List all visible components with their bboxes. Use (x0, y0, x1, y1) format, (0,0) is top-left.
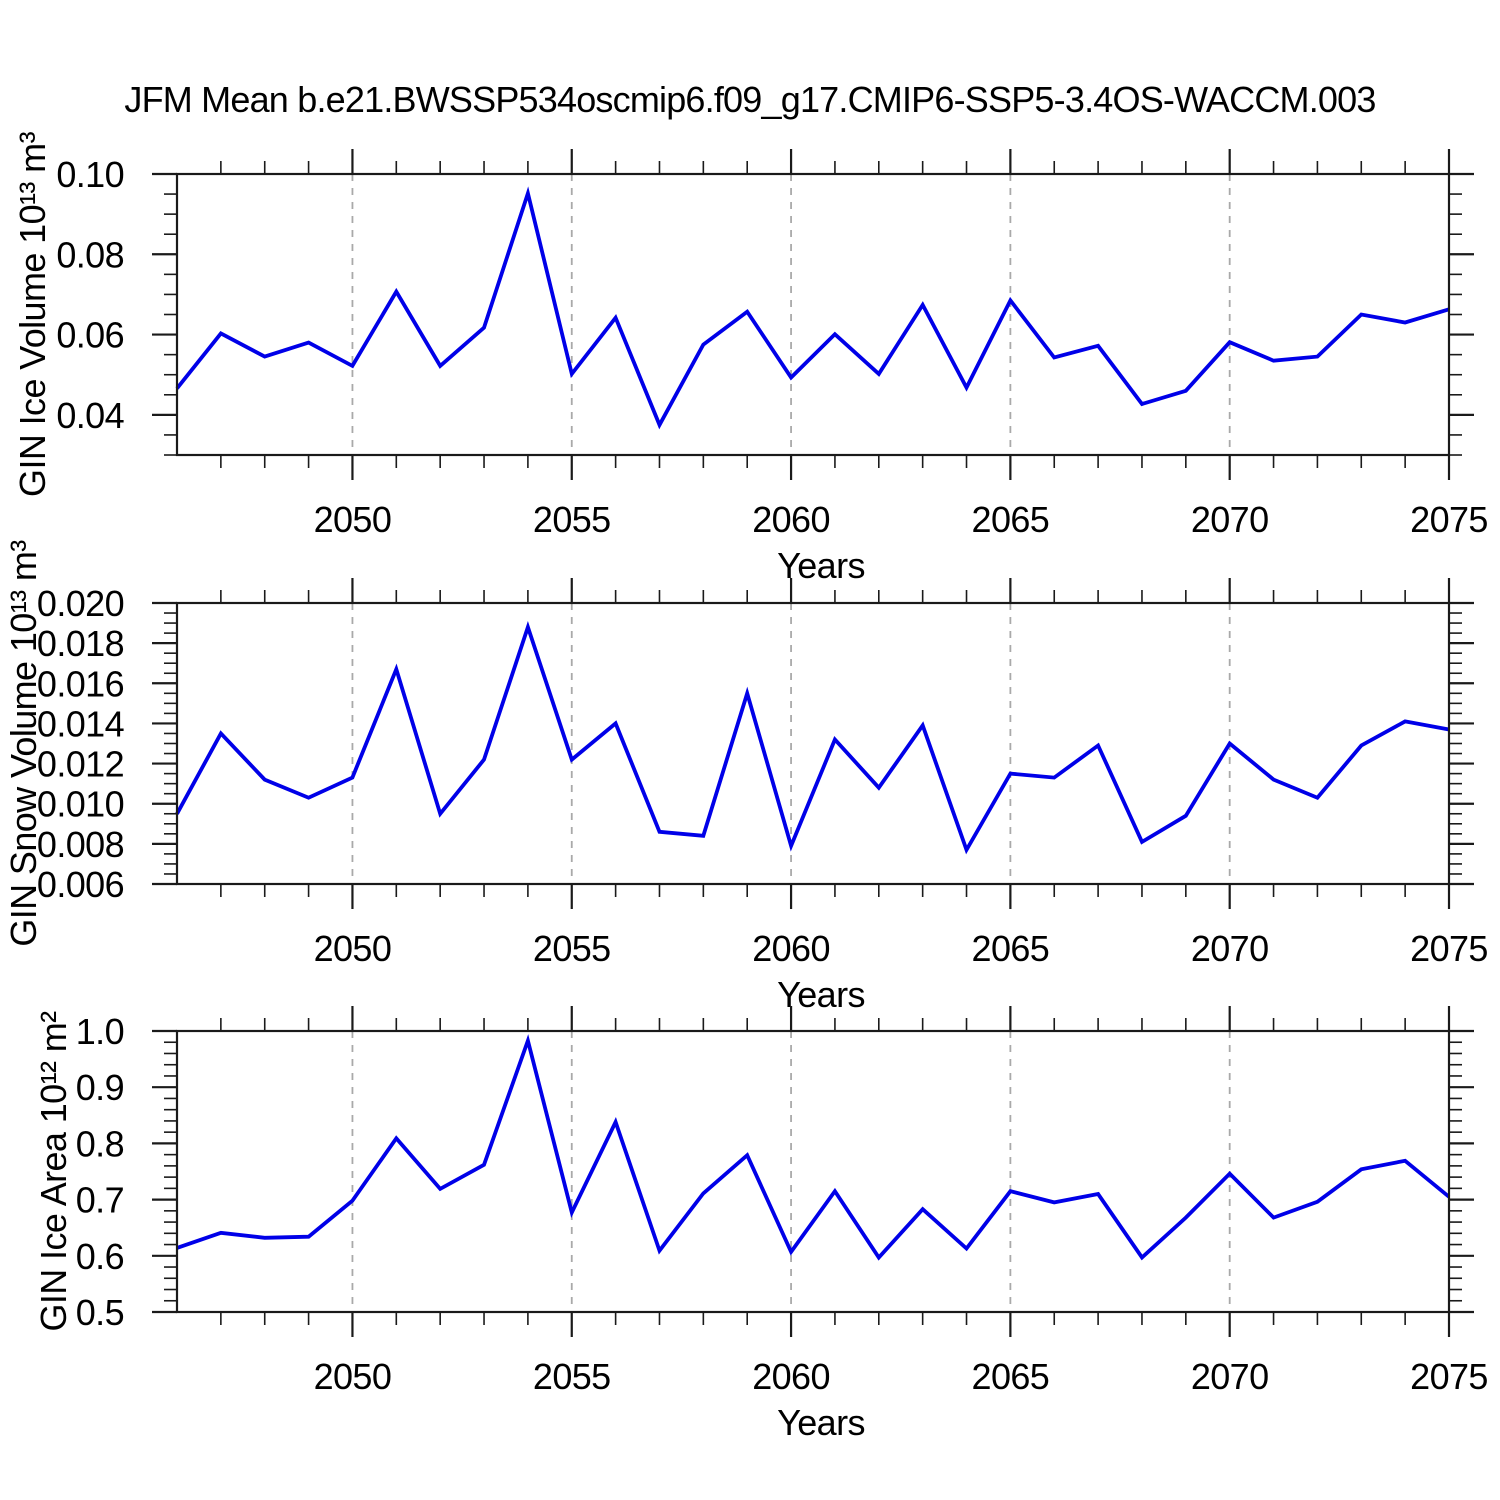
y-tick-label: 0.5 (76, 1292, 124, 1333)
x-tick-label: 2075 (1410, 499, 1488, 540)
series-line (176, 1034, 1451, 1261)
y-tick-label: 0.006 (37, 864, 124, 905)
x-tick-label: 2075 (1410, 1356, 1488, 1397)
x-tick-label: 2055 (533, 1356, 611, 1397)
plot-frame (175, 1029, 1451, 1314)
x-tick-label: 2050 (314, 1356, 392, 1397)
y-axis-title: GIN Ice Area 10¹² m² (33, 1011, 74, 1332)
y-tick-label: 0.04 (56, 395, 124, 436)
x-tick-label: 2065 (972, 928, 1050, 969)
x-tick-label: 2050 (314, 499, 392, 540)
x-tick-label: 2050 (314, 928, 392, 969)
x-tick-label: 2075 (1410, 928, 1488, 969)
y-tick-label: 0.06 (56, 315, 124, 356)
panel-gin-ice-volume: 2050 2055 2060 2065 2070 2075 0.04 0.06 0.08 0.10… (12, 131, 1488, 586)
y-axis-title: GIN Ice Volume 10¹³ m³ (12, 131, 53, 497)
y-tick-label: 0.7 (76, 1180, 124, 1221)
x-tick-label: 2070 (1191, 928, 1269, 969)
x-tick-label: 2060 (752, 499, 830, 540)
y-tick-label: 0.10 (56, 154, 124, 195)
panel-gin-snow-volume: 2050 2055 2060 2065 2070 20750.0060.0080.0100… (3, 540, 1488, 1015)
x-tick-label: 2060 (752, 1356, 830, 1397)
x-tick-label: 2070 (1191, 1356, 1269, 1397)
y-tick-label: 0.08 (56, 234, 124, 275)
x-axis-title: Years (777, 1402, 865, 1443)
y-tick-label: 1.0 (76, 1011, 124, 1052)
y-tick-label: 0.9 (76, 1067, 124, 1108)
x-tick-label: 2065 (972, 499, 1050, 540)
x-tick-label: 2055 (533, 499, 611, 540)
y-tick-label: 0.020 (37, 583, 124, 624)
x-tick-label: 2060 (752, 928, 830, 969)
series-line (175, 186, 1450, 430)
y-tick-label: 0.016 (37, 663, 124, 704)
y-tick-label: 0.6 (76, 1236, 124, 1277)
y-tick-label: 0.012 (37, 744, 124, 785)
panel-gin-ice-area: 2050 2055 2060 2065 2070 2075 0.5 0.6 0.7 0.8 0.9 1… (33, 1006, 1488, 1443)
chart-title: JFM Mean b.e21.BWSSP534oscmip6.f09_g17.C… (124, 79, 1375, 120)
series-line (175, 621, 1450, 855)
y-tick-label: 0.014 (37, 703, 124, 744)
y-axis-title: GIN Snow Volume 10¹³ m³ (3, 540, 44, 947)
y-tick-label: 0.8 (76, 1123, 124, 1164)
x-tick-label: 2070 (1191, 499, 1269, 540)
x-tick-label: 2055 (533, 928, 611, 969)
x-tick-label: 2065 (972, 1356, 1050, 1397)
y-tick-label: 0.018 (37, 623, 124, 664)
y-tick-label: 0.010 (37, 784, 124, 825)
y-tick-label: 0.008 (37, 824, 124, 865)
